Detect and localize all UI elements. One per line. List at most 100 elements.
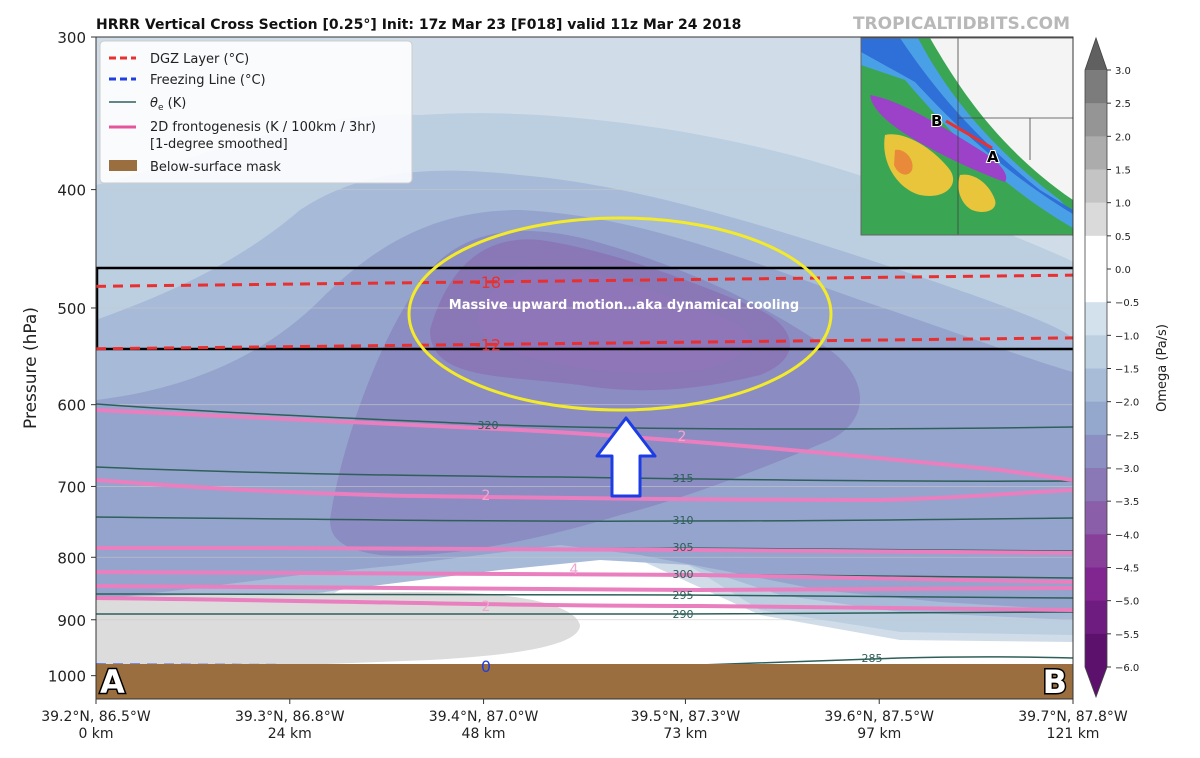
theta-e-320: [96, 403, 1073, 430]
y-tick-label: 900: [57, 612, 86, 630]
legend-freezing-label: Freezing Line (°C): [150, 73, 266, 88]
freezing-line-label: 0: [481, 657, 491, 676]
colorbar-segment: [1085, 567, 1107, 602]
x-tick-coord-label: 39.7°N, 87.8°W: [1018, 709, 1128, 725]
inset-point-b: B: [931, 112, 942, 130]
inset-point-a: A: [987, 148, 999, 166]
x-tick-coord-label: 39.6°N, 87.5°W: [824, 709, 934, 725]
colorbar-segment: [1085, 269, 1107, 303]
theta-e-label: 310: [673, 514, 694, 527]
x-tick-coord-label: 39.2°N, 86.5°W: [41, 709, 151, 725]
x-tick-distance-label: 121 km: [1047, 726, 1100, 742]
legend-mask-swatch: [109, 160, 137, 171]
colorbar-segment: [1085, 235, 1107, 270]
colorbar-segment: [1085, 434, 1107, 469]
colorbar-segment: [1085, 136, 1107, 170]
y-tick-label: 1000: [48, 668, 86, 686]
inset-state-borders: [957, 38, 1073, 235]
colorbar-tick-label: 0.5: [1115, 232, 1131, 243]
y-tick-label: 500: [57, 300, 86, 318]
inset-precip-yellow-2: [958, 174, 996, 212]
theta-e-label: 305: [673, 541, 694, 554]
fronto-label: 2: [678, 429, 687, 445]
colorbar-top-extension: [1085, 38, 1107, 70]
colorbar-tick-label: −6.0: [1115, 663, 1139, 674]
theta-e-label: 320: [478, 419, 499, 432]
colorbar-tick-label: −2.5: [1115, 431, 1139, 442]
frontogenesis-contours: [96, 408, 1073, 612]
x-tick-distance-label: 0 km: [78, 726, 113, 742]
colorbar-segment: [1085, 169, 1107, 204]
colorbar-tick-label: 1.5: [1115, 166, 1131, 177]
legend-fronto-label: 2D frontogenesis (K / 100km / 3hr): [150, 120, 376, 135]
theta-e-label: 300: [673, 568, 694, 581]
fronto-label: 2: [482, 599, 491, 615]
theta-e-290: [96, 611, 1073, 615]
legend-theta-e-subscript: e: [158, 103, 164, 113]
theta-e-label: 285: [862, 652, 883, 665]
y-tick-label: 400: [57, 182, 86, 200]
annotation-ellipse: [407, 216, 833, 412]
inset-precip-darkblue: [861, 38, 1073, 214]
fronto-4-upper: [96, 546, 1073, 555]
y-axis: 300 400 500 600 700 800 900 1000: [48, 29, 96, 686]
colorbar-segment: [1085, 103, 1107, 137]
colorbar-tick-label: 2.5: [1115, 99, 1131, 110]
colorbar-tick-label: −2.0: [1115, 398, 1139, 409]
legend-fronto-label-2: [1-degree smoothed]: [150, 137, 288, 152]
theta-e-310: [96, 516, 1073, 522]
x-tick-distance-label: 97 km: [857, 726, 901, 742]
legend-box: [99, 40, 413, 184]
dgz-box: [96, 266, 1073, 351]
theta-e-label: 290: [673, 608, 694, 621]
colorbar-tick-label: −0.5: [1115, 298, 1139, 309]
colorbar-tick-label: 2.0: [1115, 132, 1131, 143]
y-tick-label: 700: [57, 478, 86, 496]
legend-dgz-label: DGZ Layer (°C): [150, 52, 249, 67]
theta-e-285: [699, 656, 1073, 666]
dgz-line-minus18: [96, 273, 1073, 288]
chart-title: HRRR Vertical Cross Section [0.25°] Init…: [96, 17, 741, 33]
omega-shading: [96, 37, 1073, 668]
colorbar-tick-label: −1.5: [1115, 365, 1139, 376]
dgz-line-minus12: [96, 336, 1073, 351]
colorbar-segment: [1085, 70, 1107, 104]
x-tick-distance-label: 48 km: [462, 726, 506, 742]
inset-precip-purple: [870, 95, 1007, 182]
fronto-label: 2: [482, 488, 491, 504]
theta-e-315: [96, 466, 1073, 482]
watermark: TROPICALTIDBITS.COM: [853, 14, 1070, 34]
colorbar-tick-label: −5.5: [1115, 630, 1139, 641]
colorbar-segment: [1085, 468, 1107, 502]
inset-precip-orange: [894, 149, 913, 175]
legend-theta-e-unit: (K): [164, 96, 187, 111]
theta-e-295: [96, 593, 1073, 599]
x-tick-coord-label: 39.3°N, 86.8°W: [235, 709, 345, 725]
colorbar-segment: [1085, 368, 1107, 403]
annotation-text: Massive upward motion…aka dynamical cool…: [449, 298, 799, 313]
colorbar-segment: [1085, 202, 1107, 237]
y-tick-label: 300: [57, 29, 86, 47]
plot-frame: [95, 36, 1074, 700]
fronto-2-b-upper: [96, 584, 1073, 593]
colorbar-tick-label: 0.0: [1115, 265, 1131, 276]
theta-e-label: 315: [673, 472, 694, 485]
colorbar-segment: [1085, 501, 1107, 535]
dgz-label-minus18: -18: [475, 273, 501, 292]
colorbar-label: Omega (Pa/s): [1155, 324, 1170, 412]
colorbar-tick-label: −5.0: [1115, 597, 1139, 608]
colorbar-segment: [1085, 401, 1107, 436]
colorbar-tick-label: −1.0: [1115, 331, 1139, 342]
colorbar-tick-label: 1.0: [1115, 199, 1131, 210]
inset-section-line: [945, 119, 993, 150]
endpoint-a-label: A: [100, 663, 125, 701]
fronto-label: 4: [570, 562, 579, 578]
endpoint-b-label: B: [1043, 663, 1067, 701]
colorbar-bottom-extension: [1085, 667, 1107, 697]
x-tick-distance-label: 24 km: [268, 726, 312, 742]
colorbar: 3.0 2.5 2.0 1.5 1.0 0.5 0.0 −0.5 −1.0 −1.5 −2.0 −2.…: [1084, 36, 1139, 699]
theta-e-labels: 320 315 310 305 300 295 290 285: [478, 419, 883, 665]
colorbar-tick-label: −3.0: [1115, 464, 1139, 475]
colorbar-tick-label: 3.0: [1115, 66, 1131, 77]
x-axis: 39.2°N, 86.5°W0 km 39.3°N, 86.8°W24 km 39.…: [41, 699, 1128, 742]
